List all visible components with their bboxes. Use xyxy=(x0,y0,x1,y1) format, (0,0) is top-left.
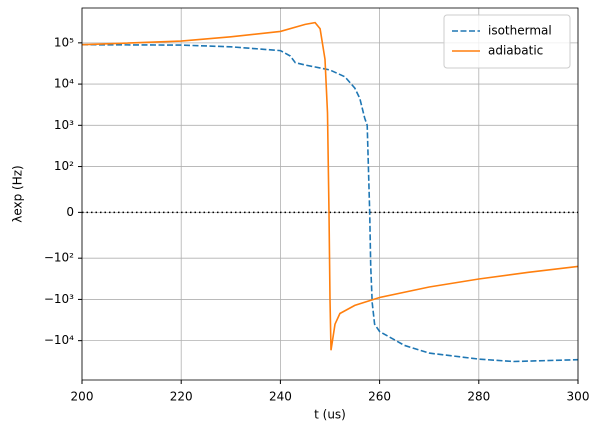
x-tick-label: 240 xyxy=(269,390,292,404)
legend-box xyxy=(443,14,571,69)
legend-label: isothermal xyxy=(488,24,552,38)
y-tick-label: −10⁴ xyxy=(44,333,74,347)
x-tick-label: 260 xyxy=(368,390,391,404)
plot-frame xyxy=(81,7,579,381)
y-tick-label: −10³ xyxy=(44,292,74,306)
x-axis-label: t (us) xyxy=(314,408,346,422)
y-tick-label: 10⁴ xyxy=(54,77,74,91)
y-tick-label: −10² xyxy=(44,251,74,265)
y-tick-label: 10⁵ xyxy=(54,35,74,49)
series-line xyxy=(82,21,578,351)
x-tick-label: 220 xyxy=(170,390,193,404)
y-axis-label: λexp (Hz) xyxy=(11,165,25,223)
legend-label: adiabatic xyxy=(488,44,543,58)
x-tick-label: 300 xyxy=(567,390,590,404)
series-line xyxy=(82,43,578,363)
y-tick-label: 10³ xyxy=(54,118,74,132)
x-tick-label: 280 xyxy=(467,390,490,404)
y-tick-label: 10² xyxy=(54,159,74,173)
x-tick-label: 200 xyxy=(71,390,94,404)
y-tick-label: 0 xyxy=(66,205,74,219)
